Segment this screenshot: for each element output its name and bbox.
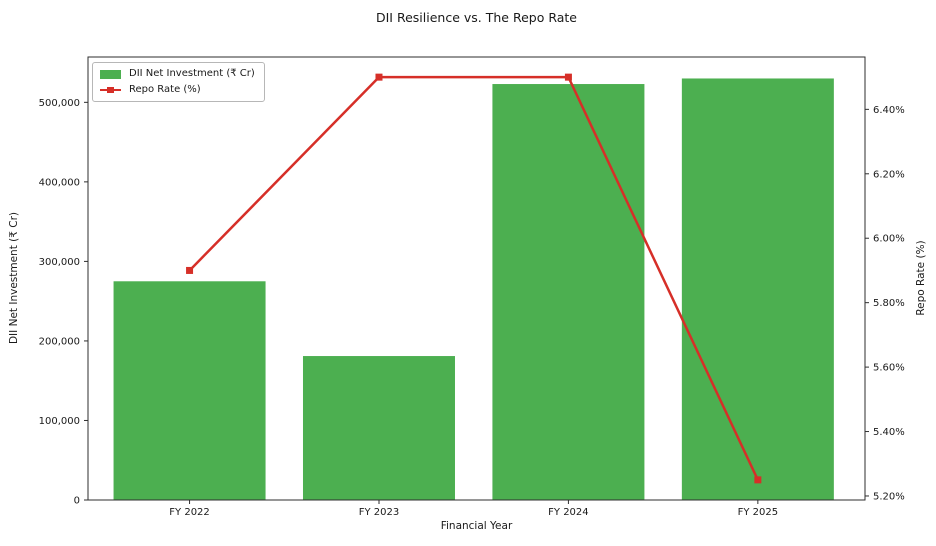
- right-tick-label: 5.60%: [873, 363, 905, 374]
- x-tick-label: FY 2023: [359, 507, 400, 518]
- left-tick-label: 500,000: [39, 98, 80, 109]
- right-tick-label: 5.20%: [873, 491, 905, 502]
- line-marker-fy-2023: [375, 73, 383, 81]
- legend-entry-line-label: Repo Rate (%): [129, 84, 201, 95]
- legend-line-swatch-icon: [100, 86, 121, 95]
- bar-fy-2024: [492, 84, 645, 500]
- plot-border: [87, 56, 866, 501]
- right-tick-label: 5.40%: [873, 427, 905, 438]
- x-tick-label: FY 2025: [738, 507, 779, 518]
- x-tick-label: FY 2022: [169, 507, 210, 518]
- bar-fy-2022: [113, 281, 266, 500]
- right-axis-label: Repo Rate (%): [915, 240, 927, 316]
- left-tick-label: 0: [74, 496, 80, 507]
- legend-entry-line: Repo Rate (%): [100, 84, 255, 96]
- chart-title: DII Resilience vs. The Repo Rate: [376, 10, 577, 25]
- legend-bar-swatch-icon: [100, 69, 121, 79]
- legend: DII Net Investment (₹ Cr) Repo Rate (%): [92, 62, 265, 102]
- left-axis-label: DII Net Investment (₹ Cr): [8, 211, 20, 345]
- right-tick-label: 6.40%: [873, 105, 905, 116]
- x-axis-label: Financial Year: [440, 520, 513, 532]
- line-marker-fy-2025: [754, 476, 762, 484]
- repo-rate-line: [188, 75, 759, 481]
- left-tick-label: 100,000: [39, 416, 80, 427]
- line-marker-fy-2022: [186, 266, 194, 274]
- x-tick-label: FY 2024: [548, 507, 589, 518]
- left-tick-label: 200,000: [39, 336, 80, 347]
- right-tick-label: 6.20%: [873, 169, 905, 180]
- left-tick-label: 300,000: [39, 257, 80, 268]
- bar-fy-2023: [302, 356, 455, 500]
- line-marker-fy-2024: [564, 73, 572, 81]
- right-tick-label: 6.00%: [873, 234, 905, 245]
- right-tick-label: 5.80%: [873, 298, 905, 309]
- bar-fy-2025: [681, 78, 834, 500]
- legend-entry-bar: DII Net Investment (₹ Cr): [100, 68, 255, 80]
- left-tick-label: 400,000: [39, 177, 80, 188]
- legend-entry-bar-label: DII Net Investment (₹ Cr): [129, 68, 255, 79]
